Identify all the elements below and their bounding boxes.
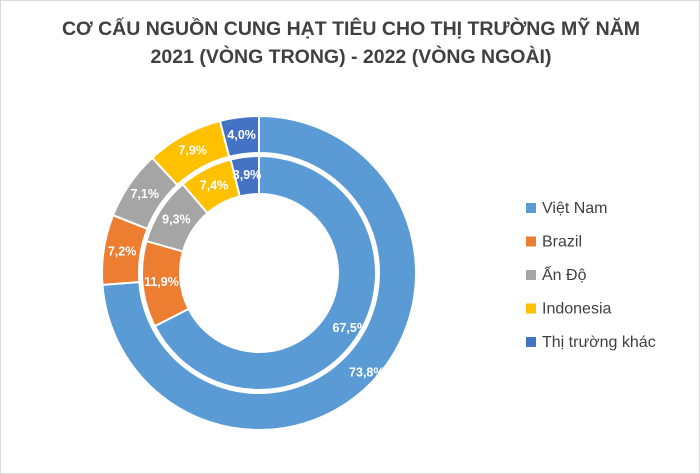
donut-segment <box>153 154 377 391</box>
data-label: 7,1% <box>130 187 159 201</box>
legend-marker <box>526 303 536 314</box>
data-label: 4,0% <box>227 128 256 142</box>
legend-marker <box>526 270 536 280</box>
data-label: 73,8% <box>349 365 384 379</box>
donut-segment <box>229 154 260 198</box>
data-label: 7,9% <box>178 144 207 158</box>
data-label: 7,2% <box>108 244 137 258</box>
legend-marker <box>526 236 536 247</box>
donut-segment <box>218 114 260 158</box>
legend-marker <box>526 337 536 347</box>
data-label: 9,3% <box>162 213 191 227</box>
chart-title: CƠ CẤU NGUỒN CUNG HẠT TIÊU CHO THỊ TRƯỜN… <box>61 18 641 68</box>
legend-marker <box>526 203 536 213</box>
legend-label: Thị trường khác <box>542 334 656 351</box>
data-label: 67,5% <box>333 321 368 335</box>
legend-label: Indonesia <box>542 301 611 318</box>
legend-label: Ấn Độ <box>542 265 587 284</box>
legend-label: Brazil <box>542 234 582 251</box>
data-label: 11,9% <box>144 275 179 289</box>
data-label: 7,4% <box>200 178 229 192</box>
data-label: 3,9% <box>233 168 262 182</box>
donut-segment <box>101 114 417 431</box>
legend-label: Việt Nam <box>542 200 608 217</box>
